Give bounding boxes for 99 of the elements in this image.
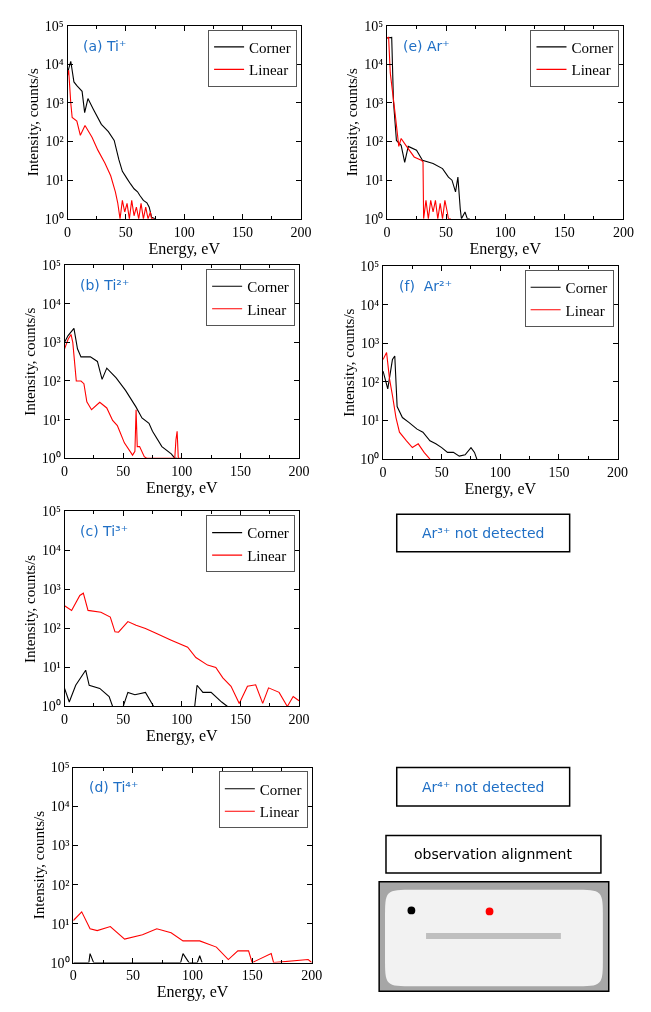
legend-label: Corner	[247, 279, 289, 296]
legend-label: Linear	[247, 301, 287, 318]
legend-label: Linear	[247, 547, 287, 564]
legend-label: Linear	[249, 62, 289, 79]
x-tick-label: 50	[434, 465, 449, 480]
y-tick-label: 10⁴	[41, 543, 61, 559]
text: (d) Ti⁴⁺	[89, 779, 139, 795]
y-tick-label: 10⁰	[41, 451, 61, 467]
x-tick-label: 0	[383, 224, 391, 240]
text: (a) Ti⁺	[83, 38, 127, 54]
x-tick-label: 200	[612, 224, 634, 240]
y-tick-label: 10²	[42, 621, 61, 637]
x-tick-label: 0	[69, 968, 77, 984]
x-tick-label: 50	[125, 968, 140, 984]
legend-label: Corner	[249, 39, 291, 56]
x-tick-label: 0	[64, 224, 71, 240]
y-tick-label: 10⁵	[41, 258, 61, 274]
x-tick-label: 100	[489, 465, 511, 480]
x-tick-label: 50	[118, 224, 133, 240]
x-tick-label: 100	[171, 464, 193, 480]
x-axis-title: Energy, eV	[146, 727, 219, 746]
x-tick-label: 0	[61, 464, 69, 480]
x-tick-label: 150	[241, 968, 263, 984]
y-tick-label: 10⁵	[364, 18, 384, 34]
x-tick-label: 100	[171, 712, 193, 728]
y-tick-label: 10⁴	[360, 297, 380, 313]
x-tick-label: 150	[229, 712, 251, 728]
y-tick-label: 10¹	[42, 660, 61, 676]
x-axis-title: Energy, eV	[464, 480, 537, 498]
y-tick-label: 10²	[361, 374, 380, 390]
text: Ar³⁺ not detected	[422, 525, 545, 541]
y-tick-label: 10⁵	[50, 760, 70, 776]
y-axis-title: Intensity, counts/s	[22, 307, 39, 416]
y-tick-label: 10¹	[42, 412, 61, 428]
y-tick-label: 10³	[361, 336, 380, 352]
x-axis-title: Energy, eV	[148, 239, 221, 258]
text: (c) Ti³⁺	[80, 523, 129, 539]
y-tick-label: 10⁴	[41, 296, 61, 312]
y-axis-title: Intensity, counts/s	[344, 68, 361, 177]
y-axis-title: Intensity, counts/s	[340, 308, 357, 417]
x-tick-label: 150	[229, 464, 251, 480]
x-tick-label: 0	[379, 465, 387, 480]
x-tick-label: 200	[290, 224, 312, 240]
x-tick-label: 100	[173, 224, 195, 240]
x-tick-label: 100	[494, 224, 516, 240]
y-tick-label: 10⁵	[360, 259, 380, 274]
legend-label: Corner	[565, 280, 608, 297]
y-tick-label: 10⁰	[41, 699, 61, 715]
y-tick-label: 10⁰	[360, 452, 380, 468]
x-axis-title: Energy, eV	[146, 479, 219, 498]
x-tick-label: 150	[232, 224, 254, 240]
y-tick-label: 10⁵	[44, 18, 64, 34]
y-tick-label: 10¹	[45, 173, 64, 189]
y-tick-label: 10³	[42, 582, 61, 598]
y-tick-label: 10⁰	[44, 211, 64, 227]
legend-label: Corner	[247, 525, 289, 542]
y-tick-label: 10⁴	[50, 799, 70, 815]
x-tick-label: 150	[553, 224, 575, 240]
x-tick-label: 50	[116, 712, 131, 728]
y-tick-label: 10⁰	[364, 211, 384, 227]
x-axis-title: Energy, eV	[469, 239, 542, 258]
legend-label: Linear	[571, 62, 611, 79]
text: observation alignment	[414, 846, 573, 862]
x-tick-label: 0	[61, 712, 69, 728]
y-tick-label: 10²	[42, 373, 61, 389]
y-tick-label: 10⁴	[364, 57, 384, 73]
y-tick-label: 10⁴	[44, 57, 64, 73]
x-tick-label: 200	[288, 712, 310, 728]
x-tick-label: 100	[182, 968, 204, 984]
y-axis-title: Intensity, counts/s	[30, 810, 47, 920]
x-tick-label: 200	[607, 465, 629, 480]
legend-label: Linear	[259, 804, 299, 821]
legend-label: Corner	[571, 39, 614, 56]
x-axis-title: Energy, eV	[156, 983, 229, 1002]
y-tick-label: 10¹	[51, 916, 70, 932]
y-tick-label: 10³	[42, 335, 61, 351]
legend-label: Corner	[259, 781, 302, 798]
y-tick-label: 10³	[45, 95, 64, 111]
text: (b) Ti²⁺	[80, 277, 130, 293]
y-tick-label: 10²	[45, 134, 64, 150]
text: (e) Ar⁺	[403, 38, 450, 54]
x-tick-label: 150	[548, 465, 570, 480]
y-tick-label: 10²	[364, 134, 384, 150]
x-tick-label: 200	[288, 464, 310, 480]
x-tick-label: 200	[301, 968, 323, 984]
y-tick-label: 10¹	[361, 413, 380, 429]
text: (f) Ar²⁺	[399, 278, 453, 294]
y-tick-label: 10²	[51, 877, 70, 893]
y-axis-title: Intensity, counts/s	[22, 554, 39, 664]
text: Ar⁴⁺ not detected	[422, 779, 545, 795]
x-tick-label: 50	[439, 224, 454, 240]
y-tick-label: 10³	[51, 838, 70, 854]
y-axis-title: Intensity, counts/s	[24, 68, 41, 177]
y-tick-label: 10⁰	[50, 955, 70, 971]
x-tick-label: 50	[116, 464, 131, 480]
legend-label: Linear	[565, 302, 605, 319]
y-tick-label: 10³	[364, 95, 384, 111]
y-tick-label: 10⁵	[41, 504, 61, 520]
y-tick-label: 10¹	[364, 173, 384, 189]
